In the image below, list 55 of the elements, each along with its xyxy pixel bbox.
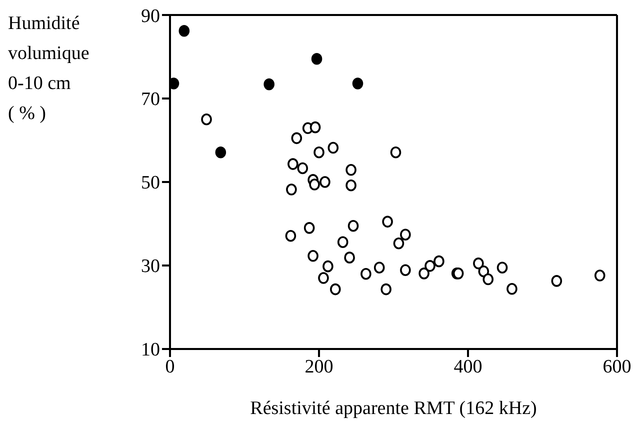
point xyxy=(308,250,318,262)
point xyxy=(288,158,298,170)
point xyxy=(201,113,212,126)
point xyxy=(291,132,302,144)
point xyxy=(304,222,315,234)
point xyxy=(178,24,190,37)
point xyxy=(346,179,356,192)
point xyxy=(322,260,334,272)
point xyxy=(374,262,385,274)
point xyxy=(309,178,320,190)
point xyxy=(285,230,296,242)
point xyxy=(286,184,297,196)
point xyxy=(330,283,341,296)
x-tick-label: 0 xyxy=(165,356,175,378)
point xyxy=(337,236,348,248)
y-tick-label: 50 xyxy=(141,172,160,194)
point xyxy=(594,270,606,282)
y-tick-label: 70 xyxy=(141,89,160,110)
point xyxy=(400,228,411,241)
point xyxy=(390,146,402,158)
point xyxy=(348,220,359,232)
point xyxy=(478,265,490,278)
point xyxy=(311,52,322,65)
x-axis-title: Résistivité apparente RMT (162 kHz) xyxy=(250,398,537,419)
y-tick-label: 90 xyxy=(141,6,160,27)
point xyxy=(360,268,372,280)
x-tick-label: 200 xyxy=(304,356,334,378)
point xyxy=(424,260,436,272)
point xyxy=(393,237,404,250)
point xyxy=(551,275,562,287)
point xyxy=(314,146,324,158)
x-tick-label: 600 xyxy=(602,356,632,378)
point xyxy=(320,176,330,188)
point xyxy=(382,216,393,228)
point xyxy=(506,282,518,295)
point xyxy=(318,272,329,284)
point xyxy=(310,121,321,134)
point xyxy=(418,268,430,280)
point xyxy=(400,264,411,276)
point xyxy=(328,142,339,154)
point xyxy=(264,78,274,90)
point xyxy=(434,255,444,268)
point xyxy=(482,273,494,286)
point xyxy=(346,164,356,176)
point xyxy=(352,78,364,90)
y-tick-label: 10 xyxy=(141,340,160,361)
point xyxy=(215,146,226,158)
point xyxy=(344,252,355,264)
point xyxy=(496,262,508,274)
y-tick-label: 30 xyxy=(141,256,160,278)
point xyxy=(473,258,484,270)
x-tick-label: 400 xyxy=(454,356,482,378)
point xyxy=(380,283,392,296)
point xyxy=(297,162,308,174)
y-axis-title: Humidité volumique 0-10 cm ( % ) xyxy=(8,13,90,124)
